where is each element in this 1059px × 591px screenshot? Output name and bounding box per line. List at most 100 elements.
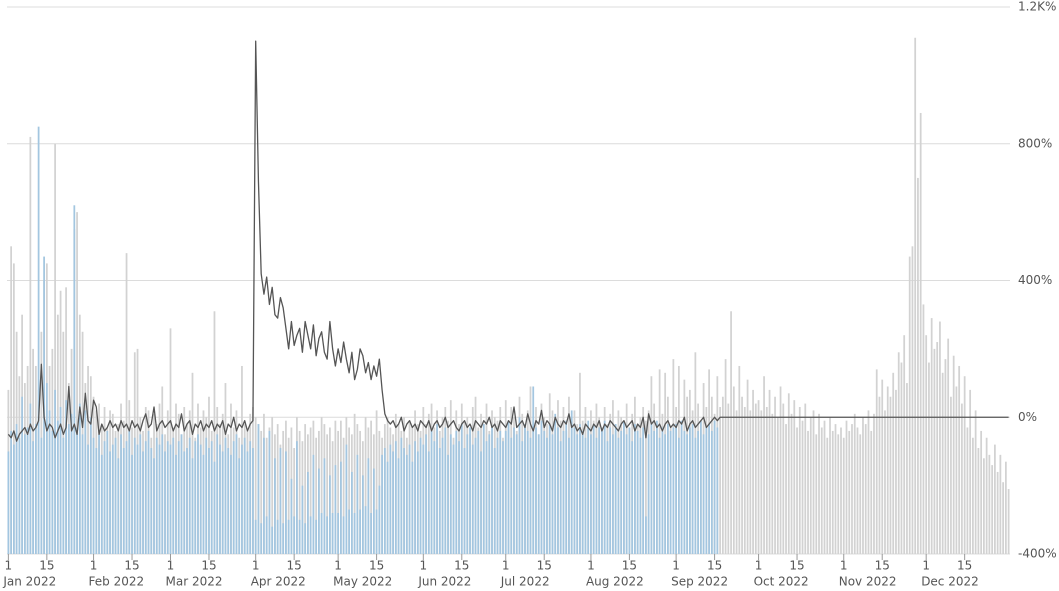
bar — [818, 413, 820, 554]
bar — [95, 448, 98, 554]
bar — [625, 434, 628, 554]
bar — [645, 420, 647, 554]
bar — [386, 461, 389, 554]
bar — [315, 437, 318, 554]
bar — [661, 427, 664, 554]
x-tick-label: 15 — [707, 559, 722, 573]
bar — [282, 430, 285, 554]
bar — [133, 437, 136, 554]
bar — [221, 451, 224, 554]
bar — [136, 444, 139, 554]
bar — [67, 424, 70, 554]
bar — [87, 444, 89, 554]
bar — [359, 430, 361, 554]
bar — [400, 437, 403, 554]
bar — [672, 427, 675, 554]
bar — [246, 451, 249, 554]
bar — [642, 427, 645, 554]
bar — [513, 427, 515, 554]
bar — [771, 413, 774, 554]
bar — [504, 430, 507, 554]
bar — [320, 512, 323, 554]
bar — [939, 321, 941, 554]
bar — [790, 413, 793, 554]
x-tick-label: 1 — [167, 559, 175, 573]
bar — [254, 519, 257, 554]
bar — [658, 437, 661, 554]
bar — [271, 526, 274, 554]
x-tick-label: 1 — [755, 559, 763, 573]
bar — [26, 427, 29, 554]
y-tick-label: 1.2K% — [1018, 0, 1056, 14]
bar — [576, 434, 579, 554]
bar — [598, 427, 601, 554]
bar — [675, 424, 678, 554]
bar — [348, 427, 350, 554]
bar — [724, 359, 727, 554]
bar — [331, 441, 334, 554]
bar — [84, 410, 87, 554]
bar — [103, 441, 106, 554]
bar — [287, 519, 290, 554]
bar — [721, 396, 724, 554]
bar — [565, 420, 568, 554]
bar — [290, 478, 293, 554]
bar — [153, 458, 155, 554]
bar — [521, 441, 524, 554]
bar — [793, 400, 796, 554]
bar — [449, 434, 452, 554]
bar — [131, 454, 133, 554]
x-tick-label: 15 — [287, 559, 302, 573]
bar — [881, 379, 884, 554]
bar — [944, 359, 947, 554]
bar — [908, 256, 911, 554]
bar — [100, 454, 103, 554]
bar — [287, 437, 290, 554]
bar — [557, 427, 559, 554]
bar — [804, 403, 807, 554]
bar — [315, 519, 318, 554]
bar — [414, 441, 416, 554]
bar — [807, 430, 809, 554]
bar — [559, 441, 562, 554]
bar — [719, 406, 721, 554]
bar — [109, 451, 111, 554]
month-label: Jul 2022 — [500, 575, 550, 589]
bar — [581, 430, 584, 554]
bar — [158, 444, 161, 554]
bar — [370, 420, 372, 554]
bar — [252, 448, 254, 554]
bar — [326, 516, 329, 554]
bar — [634, 424, 636, 554]
bar — [318, 468, 320, 554]
bar — [183, 451, 186, 554]
bar — [433, 441, 436, 554]
bar — [853, 413, 856, 554]
bar — [903, 335, 906, 554]
bar — [782, 403, 785, 554]
bar — [614, 424, 617, 554]
x-tick-label: 15 — [789, 559, 804, 573]
bar — [851, 424, 853, 554]
bar — [667, 424, 669, 554]
bar — [147, 430, 150, 554]
bar — [856, 427, 859, 554]
bar — [933, 348, 936, 554]
bar — [595, 437, 598, 554]
bar — [809, 417, 812, 554]
bar — [265, 516, 268, 554]
bar — [496, 437, 499, 554]
bar — [760, 410, 763, 554]
bar — [1002, 482, 1005, 554]
bar — [969, 389, 972, 554]
bar — [309, 427, 312, 554]
bar — [122, 448, 125, 554]
bar — [972, 437, 974, 554]
bar — [367, 458, 370, 554]
bar — [419, 437, 422, 554]
bar — [293, 516, 296, 554]
bar — [735, 410, 738, 554]
bar — [381, 454, 383, 554]
bar — [276, 424, 279, 554]
